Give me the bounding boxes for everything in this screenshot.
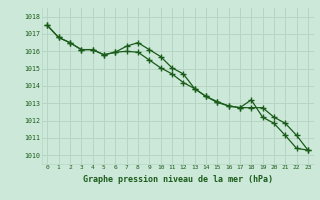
X-axis label: Graphe pression niveau de la mer (hPa): Graphe pression niveau de la mer (hPa) <box>83 175 273 184</box>
